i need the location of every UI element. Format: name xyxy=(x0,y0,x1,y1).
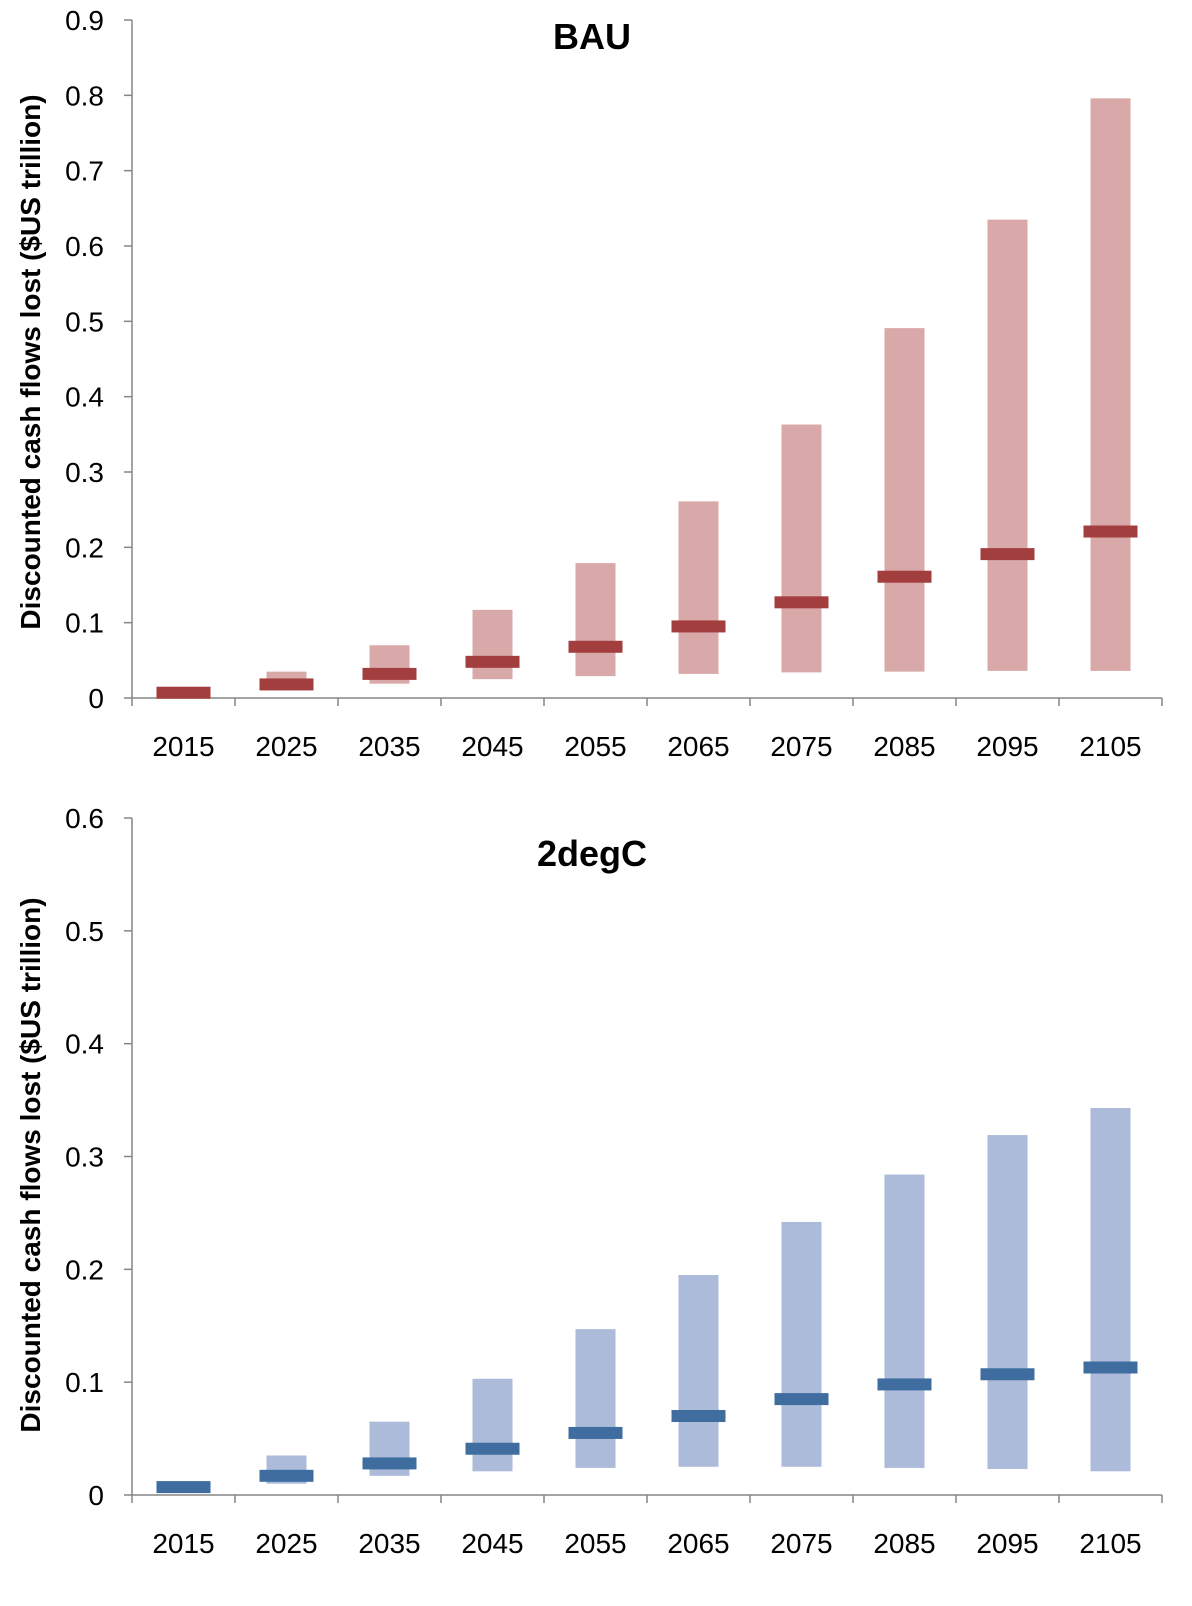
y-tick-label: 0.2 xyxy=(65,1254,104,1285)
central-marker-2065 xyxy=(671,1410,726,1423)
bau-chart-panel: BAU Discounted cash flows lost ($US tril… xyxy=(15,5,1163,762)
y-tick-label: 0 xyxy=(88,683,104,714)
range-bar-2085 xyxy=(884,1174,925,1468)
central-marker-2055 xyxy=(568,640,623,653)
y-tick-label: 0.4 xyxy=(65,1029,104,1060)
y-tick-label: 0 xyxy=(88,1480,104,1511)
central-marker-2105 xyxy=(1083,1361,1138,1374)
x-tick-label: 2105 xyxy=(1079,731,1141,762)
x-tick-label: 2015 xyxy=(152,1528,214,1559)
range-bar-2085 xyxy=(884,328,925,672)
range-bar-2055 xyxy=(575,563,616,677)
x-tick-label: 2075 xyxy=(770,731,832,762)
central-marker-2015 xyxy=(156,686,211,699)
central-marker-2045 xyxy=(465,655,520,668)
y-tick-label: 0.4 xyxy=(65,382,104,413)
central-marker-2025 xyxy=(259,678,314,691)
x-tick-label: 2025 xyxy=(255,1528,317,1559)
range-bar-2065 xyxy=(678,501,719,674)
x-tick-label: 2085 xyxy=(873,731,935,762)
y-tick-label: 0.6 xyxy=(65,231,104,262)
range-bar-2105 xyxy=(1090,98,1131,671)
central-marker-2035 xyxy=(362,667,417,680)
x-tick-label: 2095 xyxy=(976,731,1038,762)
chart-title-bau: BAU xyxy=(553,16,631,57)
x-tick-label: 2065 xyxy=(667,731,729,762)
range-bar-2045 xyxy=(472,609,513,680)
central-marker-2045 xyxy=(465,1442,520,1455)
x-tick-label: 2105 xyxy=(1079,1528,1141,1559)
y-tick-label: 0.7 xyxy=(65,156,104,187)
y-axis-title-2degc: Discounted cash flows lost ($US trillion… xyxy=(15,897,46,1432)
central-marker-2095 xyxy=(980,548,1035,561)
range-bar-2065 xyxy=(678,1274,719,1467)
y-tick-label: 0.9 xyxy=(65,5,104,36)
central-marker-2065 xyxy=(671,620,726,633)
central-marker-2075 xyxy=(774,596,829,609)
x-tick-label: 2065 xyxy=(667,1528,729,1559)
x-tick-label: 2055 xyxy=(564,1528,626,1559)
x-tick-label: 2075 xyxy=(770,1528,832,1559)
y-axis-title-bau: Discounted cash flows lost ($US trillion… xyxy=(15,94,46,629)
central-marker-2095 xyxy=(980,1368,1035,1381)
x-tick-label: 2035 xyxy=(358,1528,420,1559)
y-tick-label: 0.5 xyxy=(65,916,104,947)
y-tick-label: 0.5 xyxy=(65,306,104,337)
central-marker-2085 xyxy=(877,1378,932,1391)
y-tick-label: 0.1 xyxy=(65,608,104,639)
range-bar-2055 xyxy=(575,1329,616,1468)
y-tick-label: 0.2 xyxy=(65,532,104,563)
central-marker-2055 xyxy=(568,1426,623,1439)
central-marker-2085 xyxy=(877,570,932,583)
x-tick-label: 2045 xyxy=(461,731,523,762)
y-tick-label: 0.8 xyxy=(65,80,104,111)
x-tick-label: 2045 xyxy=(461,1528,523,1559)
range-bar-2105 xyxy=(1090,1107,1131,1472)
x-tick-label: 2035 xyxy=(358,731,420,762)
range-bar-2095 xyxy=(987,1135,1028,1470)
central-marker-2105 xyxy=(1083,525,1138,538)
y-tick-label: 0.1 xyxy=(65,1367,104,1398)
2degc-chart-panel: 2degC Discounted cash flows lost ($US tr… xyxy=(15,803,1163,1559)
central-marker-2035 xyxy=(362,1457,417,1470)
range-bar-2045 xyxy=(472,1378,513,1472)
x-tick-label: 2085 xyxy=(873,1528,935,1559)
range-bar-2095 xyxy=(987,219,1028,671)
y-tick-label: 0.6 xyxy=(65,803,104,834)
y-tick-label: 0.3 xyxy=(65,1142,104,1173)
x-tick-label: 2095 xyxy=(976,1528,1038,1559)
x-tick-label: 2055 xyxy=(564,731,626,762)
range-bar-2075 xyxy=(781,424,822,673)
x-tick-label: 2025 xyxy=(255,731,317,762)
range-bar-2075 xyxy=(781,1221,822,1467)
central-marker-2015 xyxy=(156,1481,211,1494)
x-tick-label: 2015 xyxy=(152,731,214,762)
central-marker-2075 xyxy=(774,1393,829,1406)
chart-title-2degc: 2degC xyxy=(537,833,647,874)
y-tick-label: 0.3 xyxy=(65,457,104,488)
central-marker-2025 xyxy=(259,1469,314,1482)
